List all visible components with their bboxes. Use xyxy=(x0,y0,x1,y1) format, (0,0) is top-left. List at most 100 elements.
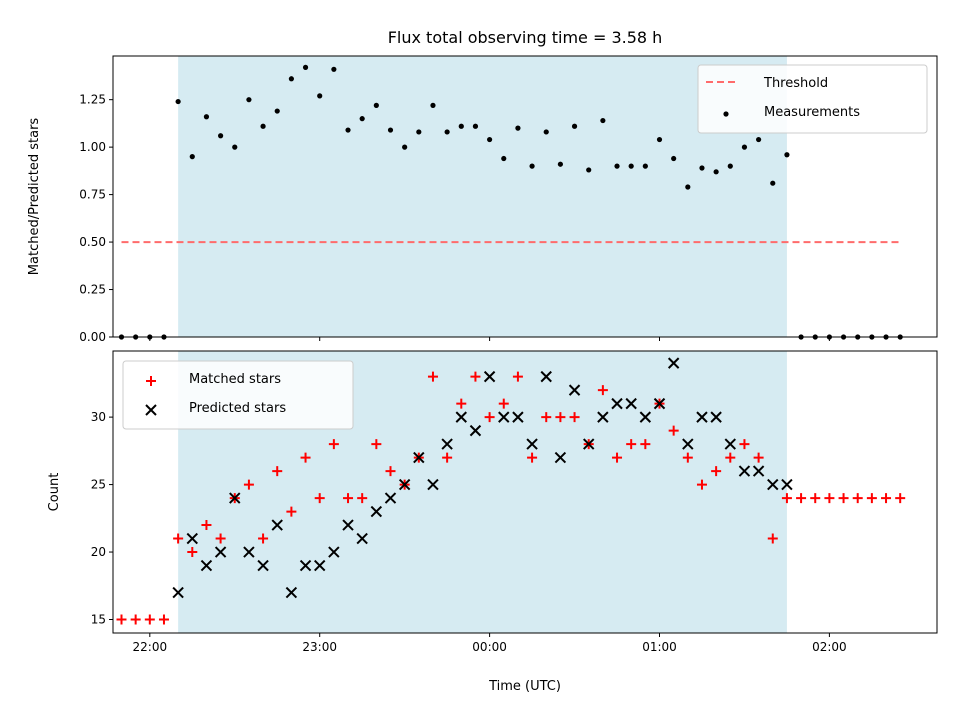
top-shaded-region xyxy=(178,56,787,337)
measurement-point xyxy=(402,144,408,150)
predicted-star-marker xyxy=(583,438,595,450)
matched-star-marker xyxy=(357,493,368,504)
predicted-star-marker xyxy=(441,438,453,450)
matched-star-marker xyxy=(668,425,679,436)
matched-star-marker xyxy=(725,452,736,463)
matched-star-marker xyxy=(144,614,155,625)
measurement-point xyxy=(571,123,578,129)
predicted-star-marker xyxy=(427,478,439,491)
matched-star-marker xyxy=(498,398,509,409)
matched-star-marker xyxy=(541,412,552,423)
predicted-star-marker xyxy=(413,451,425,464)
measurement-point xyxy=(288,76,294,82)
top-legend: Threshold Measurements xyxy=(697,64,928,134)
measurement-point xyxy=(359,116,365,122)
predicted-star-marker xyxy=(724,438,736,450)
bottom-ytick-label: 20 xyxy=(91,545,106,559)
bottom-ytick-label: 25 xyxy=(91,478,106,492)
measurement-point xyxy=(614,163,620,169)
measurement-point xyxy=(458,123,464,129)
bottom-xtick-label: 23:00 xyxy=(302,640,337,654)
predicted-star-marker xyxy=(540,370,552,383)
measurement-point xyxy=(741,144,748,150)
measurement-point xyxy=(317,93,323,99)
matched-star-marker xyxy=(597,385,608,396)
matched-star-marker xyxy=(881,493,892,504)
measurement-point xyxy=(472,123,479,129)
top-ytick-label: 0.00 xyxy=(79,330,106,344)
bottom-xtick-label: 01:00 xyxy=(642,640,677,654)
bottom-ytick-label: 15 xyxy=(91,613,106,627)
top-ytick-label: 1.25 xyxy=(79,93,106,107)
predicted-star-marker xyxy=(200,559,213,572)
measurement-point xyxy=(586,167,592,173)
predicted-star-marker xyxy=(639,411,652,423)
matched-star-marker xyxy=(173,533,184,544)
predicted-star-marker xyxy=(568,384,581,396)
bottom-axes-frame xyxy=(112,350,938,634)
predicted-star-marker xyxy=(710,411,722,423)
predicted-legend-swatch xyxy=(145,404,157,416)
top-ytick-label: 0.75 xyxy=(79,188,106,202)
matched-star-marker xyxy=(201,520,212,531)
bottom-legend-label: Predicted stars xyxy=(189,401,286,416)
matched-star-marker xyxy=(767,533,778,544)
top-ytick-label: 1.00 xyxy=(79,140,106,154)
matched-star-marker xyxy=(158,614,169,625)
matched-star-marker xyxy=(258,533,269,544)
predicted-star-marker xyxy=(370,505,383,518)
matched-star-marker xyxy=(470,371,481,382)
matched-star-marker xyxy=(187,547,198,558)
top-legend-label: Threshold xyxy=(763,76,828,91)
matched-star-marker xyxy=(739,439,750,450)
predicted-star-marker xyxy=(328,546,340,558)
matched-star-marker xyxy=(569,412,580,423)
matched-star-marker xyxy=(272,466,283,477)
bottom-xtick-label: 22:00 xyxy=(133,640,168,654)
predicted-star-marker xyxy=(172,586,184,599)
measurement-point xyxy=(656,136,663,143)
matched-star-marker xyxy=(781,493,792,504)
matched-star-marker xyxy=(484,412,495,423)
matched-star-marker xyxy=(286,506,297,517)
measurement-point xyxy=(600,117,606,124)
matched-star-marker xyxy=(300,452,311,463)
top-ytick-label: 0.25 xyxy=(79,283,106,297)
predicted-star-marker xyxy=(767,478,779,491)
measurement-point xyxy=(430,102,436,108)
measurement-point xyxy=(345,127,351,133)
measurement-point xyxy=(487,136,493,143)
measurement-point xyxy=(175,98,181,105)
predicted-star-marker xyxy=(257,559,269,572)
predicted-star-marker xyxy=(342,519,354,531)
top-panel-ratio: 0.00 0.25 0.50 0.75 1.00 1.25 Matched/Predicte… xyxy=(27,55,938,344)
measurement-point xyxy=(727,163,733,169)
matched-star-marker xyxy=(116,614,127,625)
measurement-point xyxy=(274,108,280,114)
predicted-star-marker xyxy=(299,559,312,572)
predicted-star-marker xyxy=(526,438,538,450)
measurement-point xyxy=(699,165,705,171)
measurement-point xyxy=(387,127,394,133)
predicted-star-marker xyxy=(356,532,368,545)
matched-star-marker xyxy=(824,493,835,504)
matched-star-marker xyxy=(838,493,849,504)
matched-star-marker xyxy=(682,452,693,463)
predicted-star-marker xyxy=(653,397,666,410)
measurement-point xyxy=(218,133,224,139)
measurement-point xyxy=(557,161,563,167)
bottom-ylabel: Count xyxy=(47,473,62,512)
matched-star-marker xyxy=(427,371,438,382)
matched-star-marker xyxy=(371,439,382,450)
top-ytick-label: 0.50 xyxy=(79,235,106,249)
predicted-star-marker xyxy=(597,411,609,423)
measurement-point xyxy=(784,152,790,158)
top-legend-label: Measurements xyxy=(764,105,860,120)
matched-star-marker xyxy=(640,439,651,450)
top-ylabel: Matched/Predicted stars xyxy=(27,118,42,276)
bottom-legend-box xyxy=(122,360,354,430)
matched-star-marker xyxy=(866,493,877,504)
measurement-point xyxy=(671,155,677,162)
measurement-point xyxy=(543,129,549,135)
measurement-point xyxy=(260,123,266,129)
